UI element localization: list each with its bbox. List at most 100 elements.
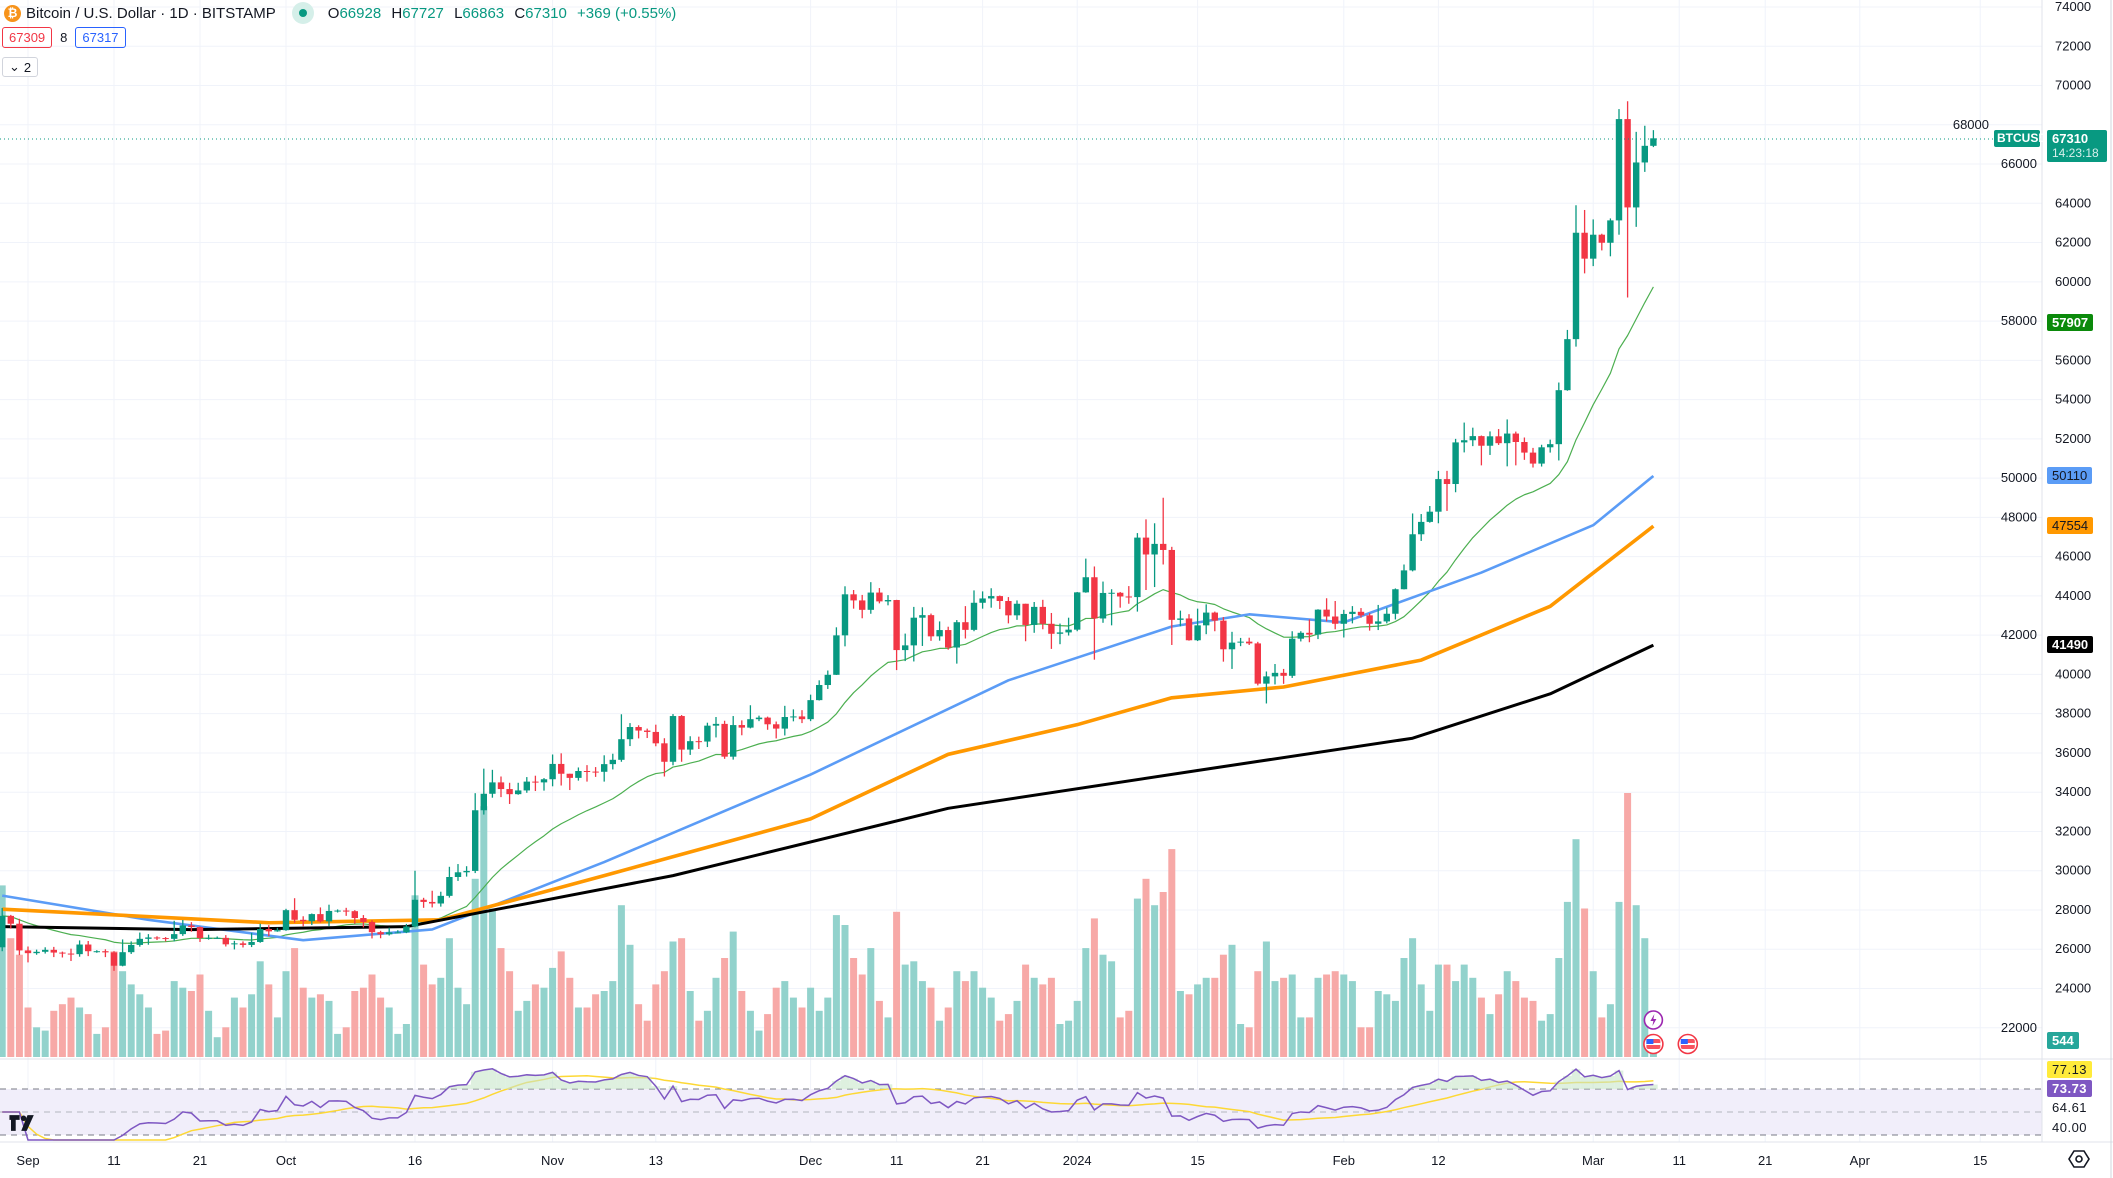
volume-bar [1624, 793, 1632, 1057]
candle-body [816, 685, 823, 701]
candle-body [248, 941, 255, 945]
candle-body [962, 622, 969, 630]
volume-bar [1400, 958, 1408, 1057]
volume-bar [721, 958, 729, 1057]
volume-bar [1460, 964, 1468, 1057]
volume-bar [144, 1007, 152, 1057]
candle-body [996, 596, 1003, 602]
price-axis[interactable]: 74000 72000 70000 68000 66000 64000 62000 60000… [1953, 0, 2091, 1035]
volume-bar [712, 977, 720, 1057]
volume-bar [901, 964, 909, 1057]
volume-bar [643, 1020, 651, 1057]
settings-gear-icon[interactable] [2068, 1148, 2090, 1175]
volume-bar [652, 984, 660, 1057]
candle-body [265, 929, 272, 932]
rsi-tick-label: 40.00 [2052, 1120, 2088, 1135]
volume-bar [480, 806, 488, 1057]
volume-bar [1572, 839, 1580, 1057]
candle-body [454, 872, 462, 878]
volume-bar [222, 1027, 230, 1057]
volume-bar [1116, 1017, 1124, 1057]
candle-body [566, 773, 573, 778]
candle-body [437, 895, 444, 904]
volume-bar [1202, 977, 1210, 1057]
candle-body [1056, 632, 1064, 634]
volume-bar [1237, 1024, 1245, 1057]
volume-bar [893, 911, 901, 1057]
time-axis[interactable]: Sep 11 21 Oct 16 Nov 13 Dec 11 21 2024 15 Feb 12 Mar 11… [16, 1153, 1987, 1168]
candle-body [687, 741, 694, 750]
ema20-line [2, 286, 1654, 944]
rsi-lines [2, 1068, 1658, 1141]
us-flag-icon[interactable] [1677, 1033, 1699, 1055]
candle-body [1332, 616, 1339, 624]
volume-bar [764, 1014, 772, 1057]
volume-bar [660, 971, 668, 1057]
volume-bar [970, 971, 978, 1057]
volume-bar [824, 997, 832, 1057]
candle-body [979, 598, 986, 603]
flag-canton [1646, 1039, 1654, 1044]
candle-body [1117, 592, 1124, 597]
volume-bar [592, 994, 600, 1057]
candle-body [1486, 436, 1494, 446]
sell-button[interactable]: 67309 [2, 27, 53, 48]
rsi-overbought-fill [1451, 1076, 1460, 1089]
lightning-icon[interactable] [1643, 1010, 1664, 1030]
volume-bar [531, 984, 539, 1057]
volume-bar [187, 991, 195, 1057]
candle-body [16, 923, 23, 951]
volume-bar [1228, 944, 1236, 1057]
candle-body [403, 926, 410, 933]
candle-body [351, 911, 358, 919]
candle-body [910, 617, 917, 646]
candle-body [635, 727, 642, 731]
candle-body [988, 596, 995, 599]
volume-bar [1374, 991, 1382, 1057]
rsi-overbought-fill [1631, 1086, 1641, 1089]
candle-body [1168, 549, 1175, 620]
volume-bar [979, 987, 987, 1057]
candle-body [902, 645, 909, 651]
candle-body [893, 600, 900, 651]
candle-body [652, 731, 659, 744]
candle-body [506, 789, 513, 795]
volume-bar [1598, 1017, 1606, 1057]
time-tick-label: Mar [1582, 1153, 1605, 1168]
volume-bar [93, 1033, 101, 1057]
price-tick-label: 66000 [2001, 156, 2037, 171]
spread-value: 8 [60, 30, 68, 45]
volume-bar [1168, 849, 1176, 1057]
volume-bar [291, 948, 299, 1057]
candle-body [1512, 433, 1519, 443]
rsi-overbought-fill [1459, 1076, 1469, 1089]
volume-bar [7, 938, 15, 1057]
candle-body [145, 937, 152, 939]
symbol-title[interactable]: Bitcoin / U.S. Dollar · 1D · BITSTAMP [26, 4, 276, 22]
candle-body [386, 932, 393, 935]
event-markers[interactable] [1643, 1010, 1699, 1055]
volume-bar [411, 895, 419, 1057]
price-tick-label: 72000 [2055, 38, 2091, 53]
volume-bar [15, 954, 23, 1057]
volume-bar [316, 994, 324, 1057]
volume-bar [540, 987, 548, 1057]
buy-button[interactable]: 67317 [75, 27, 126, 48]
volume-bar [454, 987, 462, 1057]
volume-bar [342, 1027, 350, 1057]
us-flag-icon[interactable] [1643, 1033, 1664, 1055]
rsi-line [2, 1068, 1654, 1141]
candle-body [1529, 452, 1537, 464]
symbol-legend: ₿ Bitcoin / U.S. Dollar · 1D · BITSTAMP … [4, 2, 682, 24]
candle-body [489, 782, 496, 794]
tradingview-logo[interactable] [6, 1112, 38, 1139]
candle-body [300, 919, 307, 922]
price-tick-label: 44000 [2055, 588, 2091, 603]
time-tick-label: Dec [799, 1153, 823, 1168]
candle-body [1590, 234, 1597, 259]
indicators-toggle-button[interactable]: ⌄ 2 [2, 57, 39, 77]
volume-bar [213, 1037, 221, 1057]
volume-bar [1529, 1000, 1537, 1057]
candle-body [1134, 537, 1141, 598]
